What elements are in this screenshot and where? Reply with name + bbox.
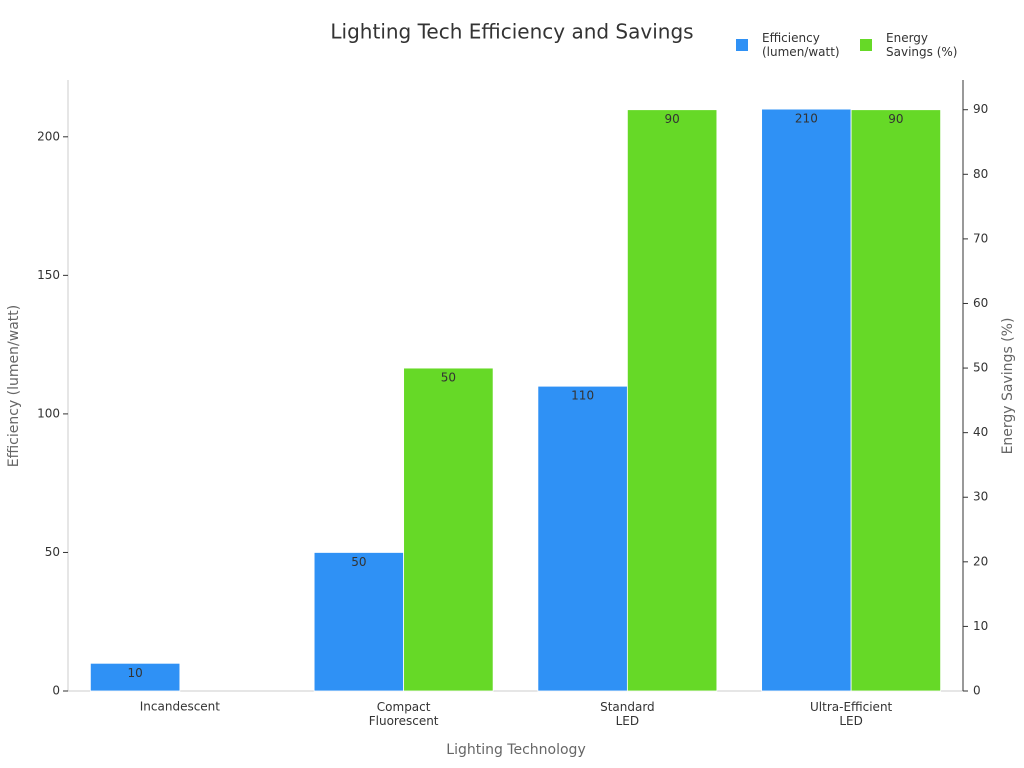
value-label: 210 <box>795 112 818 126</box>
y-tick-label: 100 <box>37 406 60 420</box>
y2-tick-label: 10 <box>973 619 988 633</box>
y2-tick-label: 80 <box>973 167 988 181</box>
legend-label: Energy Savings (%) <box>886 31 957 59</box>
y2-tick-label: 40 <box>973 425 988 439</box>
value-label: 110 <box>571 389 594 403</box>
x-tick-label: Compact Fluorescent <box>369 700 439 728</box>
x-tick-label: Ultra-Efficient LED <box>810 700 893 728</box>
value-label: 90 <box>888 112 903 126</box>
bar <box>403 367 494 692</box>
bar <box>89 662 181 692</box>
legend-label: Efficiency (lumen/watt) <box>762 31 840 59</box>
y-tick-label: 150 <box>37 268 60 282</box>
bar <box>850 109 942 692</box>
y2-tick-label: 90 <box>973 102 988 116</box>
value-label: 50 <box>351 555 366 569</box>
y2-tick-label: 30 <box>973 490 988 504</box>
y2-tick-label: 70 <box>973 231 988 245</box>
bar <box>626 109 718 692</box>
y-tick-label: 0 <box>52 684 60 698</box>
value-label: 90 <box>664 112 679 126</box>
bar <box>537 385 628 692</box>
bar <box>761 108 852 692</box>
legend-swatch <box>860 39 872 51</box>
x-tick-label: Incandescent <box>140 700 221 714</box>
value-label: 10 <box>127 666 142 680</box>
legend-swatch <box>736 39 748 51</box>
y-tick-label: 200 <box>37 129 60 143</box>
x-tick-label: Standard LED <box>600 700 655 728</box>
y2-tick-label: 0 <box>973 684 981 698</box>
value-label: 50 <box>441 371 456 385</box>
y-axis-label: Efficiency (lumen/watt) <box>6 305 22 467</box>
chart-title: Lighting Tech Efficiency and Savings <box>330 20 693 44</box>
y2-axis-label: Energy Savings (%) <box>1000 318 1016 455</box>
y2-tick-label: 60 <box>973 296 988 310</box>
bar <box>313 552 405 692</box>
y-tick-label: 50 <box>45 545 60 559</box>
x-axis-label: Lighting Technology <box>446 742 585 758</box>
y2-tick-label: 20 <box>973 554 988 568</box>
y2-tick-label: 50 <box>973 361 988 375</box>
